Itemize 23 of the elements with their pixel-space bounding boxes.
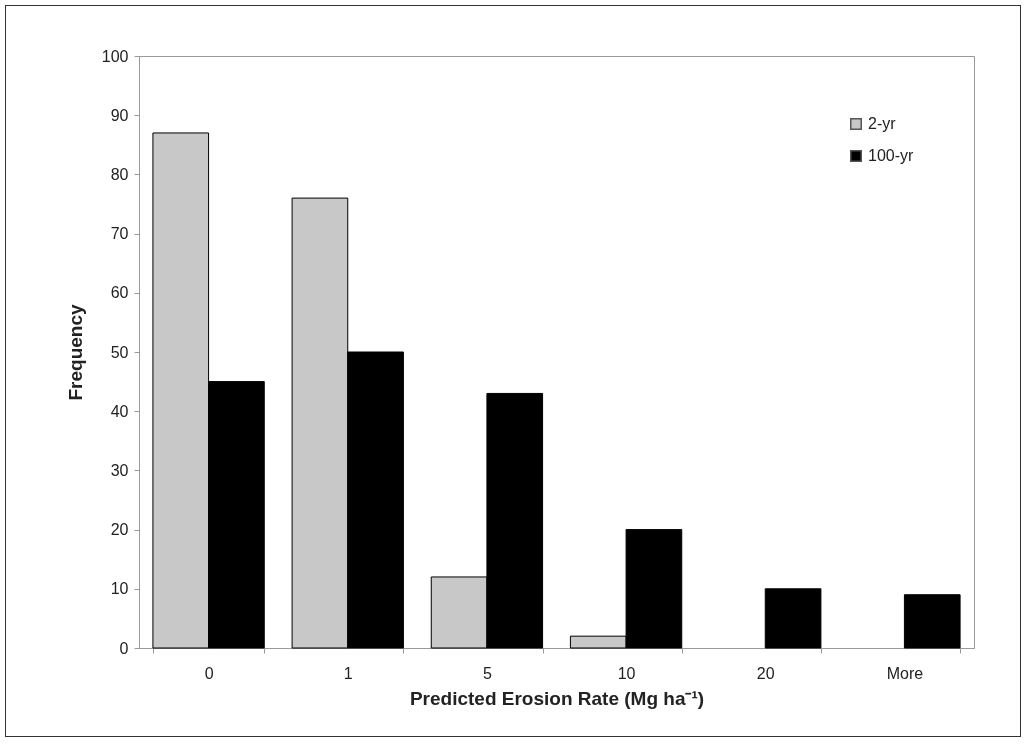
x-tick-label: 0: [204, 664, 214, 682]
y-tick-label: 100: [101, 47, 129, 65]
y-tick-label: 80: [110, 165, 129, 183]
x-tick-label: 5: [482, 664, 492, 682]
y-tick-label: 90: [110, 106, 129, 124]
bar: [903, 594, 961, 649]
y-axis-title: Frequency: [64, 304, 86, 401]
x-axis-title: Predicted Erosion Rate (Mg ha⁻¹): [409, 687, 705, 709]
x-tick-label: More: [886, 664, 924, 682]
y-tick-label: 70: [110, 225, 129, 243]
legend-label: 2-yr: [868, 115, 897, 132]
bar: [764, 588, 822, 649]
y-tick-label: 20: [110, 521, 129, 539]
y-tick-label: 40: [110, 402, 129, 420]
y-tick-label: 60: [110, 284, 129, 302]
x-tick-label: 20: [756, 664, 775, 682]
y-tick-label: 0: [119, 639, 129, 657]
x-tick-label: 1: [343, 664, 353, 682]
legend-label: 100-yr: [868, 147, 915, 164]
y-tick-label: 30: [110, 461, 129, 479]
y-tick-label: 10: [110, 580, 129, 598]
x-tick-label: 10: [617, 664, 636, 682]
y-tick-label: 50: [110, 343, 129, 361]
